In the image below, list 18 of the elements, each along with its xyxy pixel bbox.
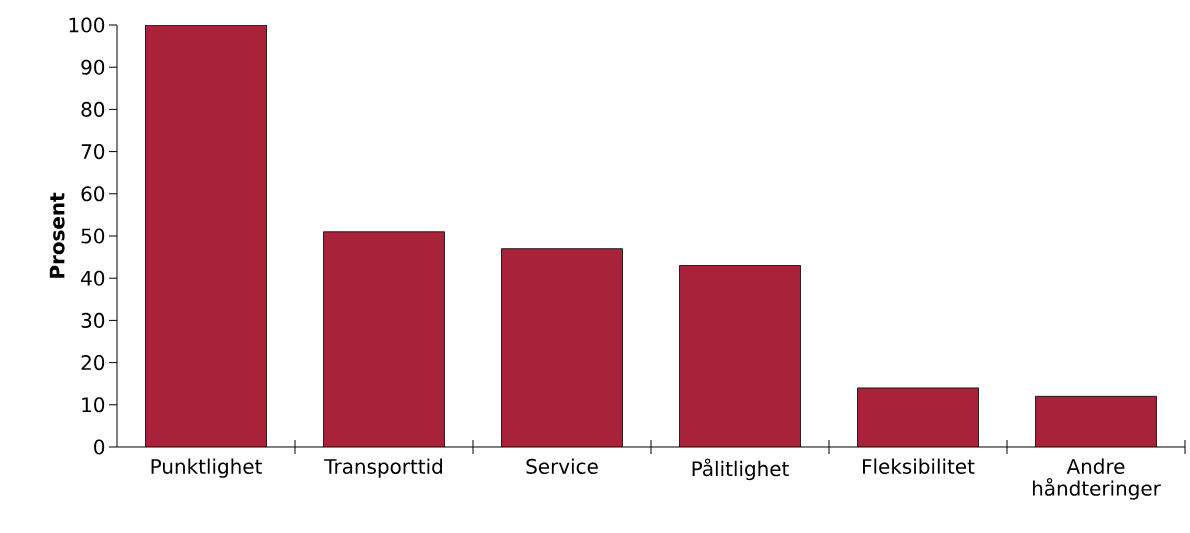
y-axis-title: Prosent xyxy=(49,192,65,278)
y-tick-label: 100 xyxy=(69,17,105,33)
x-tick-label: Transporttid xyxy=(324,458,442,478)
y-tick-label: 20 xyxy=(81,355,105,371)
x-tick-label: Pålitlighet xyxy=(692,458,789,481)
y-tick-label: 40 xyxy=(81,270,105,286)
y-tick-label: 10 xyxy=(82,397,105,413)
y-tick-label: 80 xyxy=(81,101,105,117)
y-tick-label: 30 xyxy=(81,312,105,328)
y-tick-label: 0 xyxy=(94,439,105,455)
y-tick-label: 50 xyxy=(81,228,105,244)
y-tick-label: 70 xyxy=(81,144,105,160)
y-tick-label: 90 xyxy=(81,59,105,75)
x-tick-label: Andre håndteringer xyxy=(1032,458,1161,500)
x-tick-label: Service xyxy=(526,458,598,474)
x-tick-label: Punktlighet xyxy=(151,458,262,478)
y-tick-label: 60 xyxy=(81,186,105,202)
x-tick-label: Fleksibilitet xyxy=(863,458,975,474)
